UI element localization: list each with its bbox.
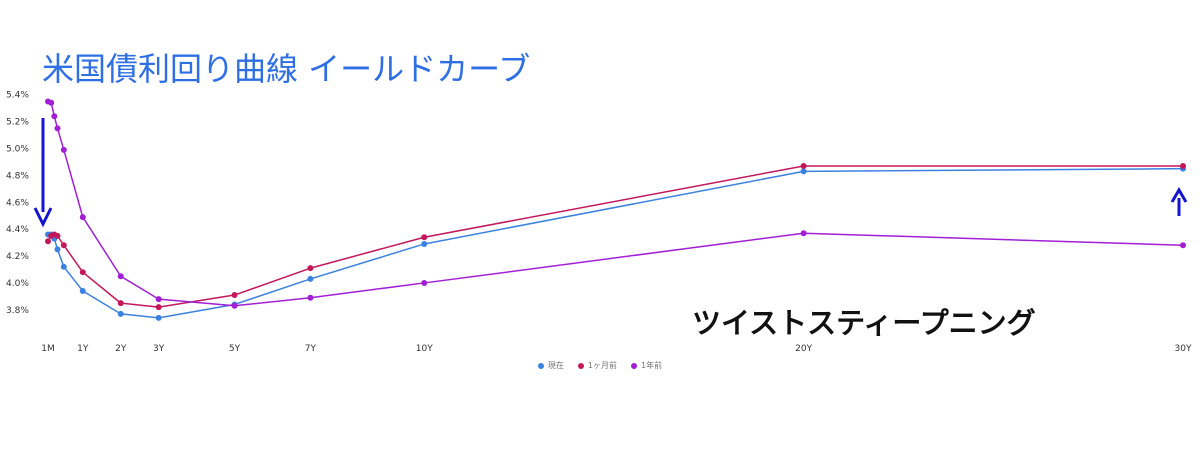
- y-tick-label: 3.8%: [6, 306, 29, 316]
- legend-label: 1ヶ月前: [587, 361, 617, 370]
- data-point[interactable]: [307, 294, 314, 301]
- data-point[interactable]: [800, 230, 807, 237]
- y-tick-label: 4.8%: [6, 171, 29, 181]
- series-group: [45, 98, 1186, 321]
- data-point[interactable]: [800, 162, 807, 169]
- legend-swatch: [577, 362, 584, 369]
- x-tick-label: 1M: [41, 344, 55, 354]
- y-tick-label: 4.6%: [6, 198, 29, 208]
- legend-label: 1年前: [641, 361, 663, 370]
- data-point[interactable]: [79, 269, 86, 276]
- data-point[interactable]: [54, 232, 61, 239]
- data-point[interactable]: [117, 273, 124, 280]
- series-line: [47, 100, 1184, 307]
- data-point[interactable]: [60, 263, 67, 270]
- data-point[interactable]: [117, 300, 124, 307]
- data-point[interactable]: [60, 146, 67, 153]
- data-point[interactable]: [421, 240, 428, 247]
- legend-item[interactable]: 現在: [537, 360, 564, 371]
- series-line: [47, 165, 1183, 308]
- data-point[interactable]: [421, 279, 428, 286]
- data-point[interactable]: [51, 113, 58, 120]
- data-point[interactable]: [155, 296, 162, 303]
- data-point[interactable]: [1180, 242, 1186, 249]
- data-point[interactable]: [231, 292, 238, 299]
- chart-title: 米国債利回り曲線 イールドカーブ: [42, 50, 531, 88]
- x-tick-label: 10Y: [416, 344, 433, 354]
- data-point[interactable]: [307, 265, 314, 272]
- series-2: [45, 98, 1186, 309]
- series-line: [48, 167, 1184, 319]
- x-tick-label: 20Y: [795, 344, 812, 354]
- x-axis: 1M 1Y 2Y 3Y 5Y 7Y 10Y 20Y 30Y: [41, 344, 1192, 354]
- data-point[interactable]: [54, 246, 61, 253]
- y-tick-label: 4.4%: [6, 225, 29, 235]
- data-point[interactable]: [307, 275, 314, 282]
- series-1: [45, 162, 1186, 311]
- x-tick-label: 7Y: [305, 344, 317, 354]
- x-tick-label: 1Y: [77, 344, 89, 354]
- x-tick-label: 2Y: [115, 344, 127, 354]
- data-point[interactable]: [45, 238, 51, 245]
- data-point[interactable]: [48, 99, 55, 106]
- up-arrow-head-icon: [1170, 187, 1188, 203]
- x-tick-label: 3Y: [153, 344, 165, 354]
- legend: 現在 1ヶ月前 1年前: [0, 360, 1200, 371]
- annotation-arrows: [33, 118, 1188, 228]
- y-tick-label: 4.0%: [6, 279, 29, 289]
- y-tick-label: 5.4%: [6, 91, 29, 101]
- legend-item[interactable]: 1ヶ月前: [577, 360, 617, 371]
- data-point[interactable]: [800, 168, 807, 175]
- y-tick-label: 5.2%: [6, 118, 29, 128]
- y-tick-label: 4.2%: [6, 252, 29, 262]
- y-axis: 5.4% 5.2% 5.0% 4.8% 4.6% 4.4% 4.2% 4.0% 3.8%: [6, 91, 29, 316]
- annotation-label: ツイストスティープニング: [692, 306, 1036, 340]
- data-point[interactable]: [1180, 162, 1186, 169]
- x-tick-label: 5Y: [229, 344, 241, 354]
- legend-swatch: [631, 362, 637, 369]
- data-point[interactable]: [54, 125, 61, 132]
- y-tick-label: 5.0%: [6, 145, 29, 155]
- data-point[interactable]: [117, 310, 124, 317]
- data-point[interactable]: [79, 288, 86, 295]
- legend-swatch: [537, 362, 544, 369]
- legend-label: 現在: [547, 361, 564, 370]
- data-point[interactable]: [421, 234, 428, 241]
- x-tick-label: 30Y: [1175, 344, 1192, 354]
- down-arrow-head-icon: [33, 207, 53, 228]
- data-point[interactable]: [79, 214, 86, 221]
- legend-item[interactable]: 1年前: [631, 360, 662, 371]
- data-point[interactable]: [60, 242, 67, 249]
- data-point[interactable]: [155, 304, 162, 311]
- data-point[interactable]: [231, 302, 238, 309]
- data-point[interactable]: [155, 314, 162, 321]
